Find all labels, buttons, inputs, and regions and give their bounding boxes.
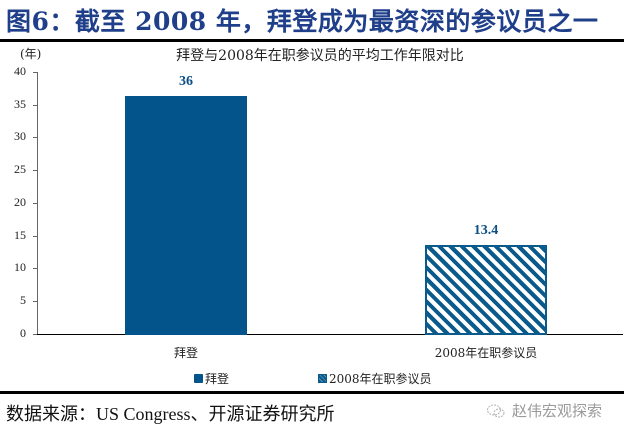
legend-swatch-solid-icon (194, 374, 203, 383)
y-tick-label: 5 (20, 293, 26, 307)
y-tick (33, 203, 37, 204)
y-tick-label: 10 (14, 260, 26, 274)
y-tick-label: 15 (14, 228, 26, 242)
chart-title: 拜登与2008年在职参议员的平均工作年限对比 (176, 48, 464, 64)
y-tick-label: 20 (14, 195, 26, 209)
x-category-label: 拜登 (173, 346, 198, 360)
bar-value-label: 13.4 (473, 223, 499, 238)
chart-legend: 拜登 2008年在职参议员 (0, 370, 624, 386)
y-tick-label: 25 (14, 162, 26, 176)
y-axis-unit: (年) (20, 47, 42, 61)
legend-item-biden: 拜登 (194, 370, 229, 387)
x-axis (37, 334, 623, 335)
bar-value-label: 36 (179, 74, 193, 89)
legend-swatch-hatched-icon (318, 374, 327, 383)
bar-chart: (年) 拜登与2008年在职参议员的平均工作年限对比 0 5 10 15 20 … (0, 47, 624, 386)
bar-senators-2008 (425, 245, 547, 335)
bottom-divider (0, 391, 624, 394)
y-tick (33, 137, 37, 138)
y-tick (33, 105, 37, 106)
y-tick (33, 72, 37, 73)
legend-item-senators: 2008年在职参议员 (318, 370, 432, 387)
y-tick-label: 30 (14, 129, 26, 143)
y-tick (33, 334, 37, 335)
data-source: 数据来源：US Congress、开源证券研究所 (6, 404, 335, 424)
top-divider (0, 39, 624, 42)
y-tick-label: 0 (20, 326, 26, 340)
x-category-label: 2008年在职参议员 (434, 346, 538, 360)
y-tick (33, 301, 37, 302)
bar-biden (125, 96, 247, 335)
legend-label: 2008年在职参议员 (329, 372, 432, 386)
watermark: 赵伟宏观探索 (486, 400, 602, 421)
y-tick-label: 35 (14, 97, 26, 111)
y-tick (33, 268, 37, 269)
y-tick (33, 236, 37, 237)
y-tick (33, 170, 37, 171)
wechat-icon (487, 404, 505, 417)
figure-title: 图6：截至 2008 年，拜登成为最资深的参议员之一 (6, 7, 599, 36)
legend-label: 拜登 (205, 372, 230, 386)
y-tick-label: 40 (14, 64, 26, 78)
y-axis (37, 72, 38, 335)
watermark-text: 赵伟宏观探索 (512, 402, 603, 420)
